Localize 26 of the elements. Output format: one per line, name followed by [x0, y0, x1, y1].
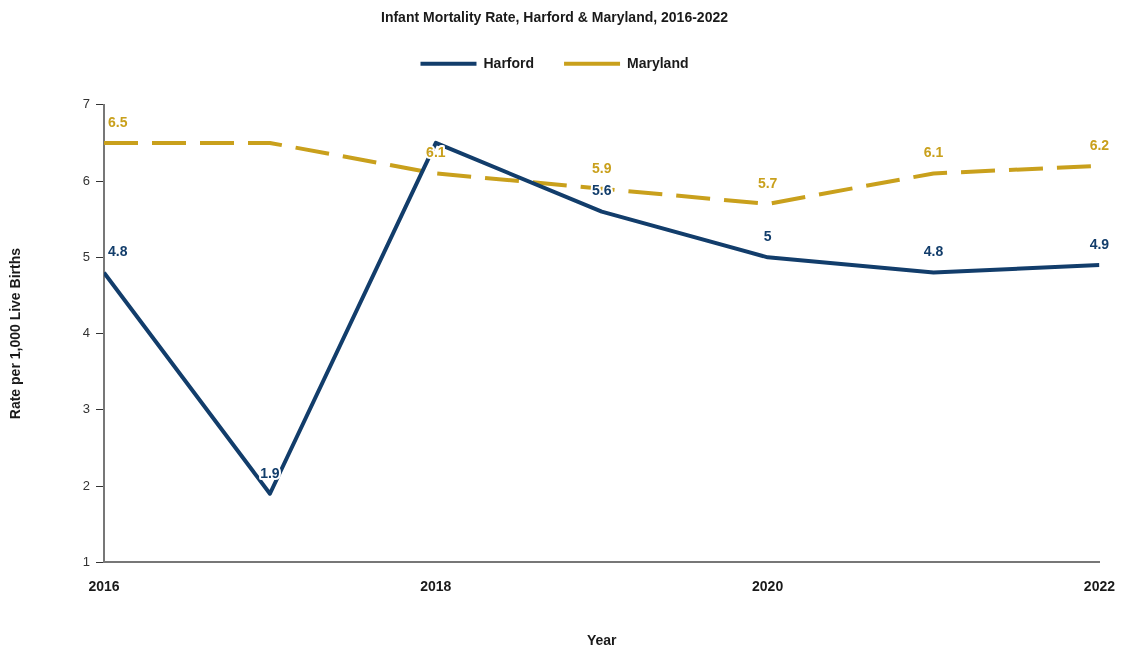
y-tick-label: 6 — [82, 172, 91, 188]
y-tick-label: 2 — [82, 477, 91, 493]
y-axis-title: Rate per 1,000 Live Births — [7, 247, 24, 420]
data-label: 4.9 — [1089, 235, 1110, 252]
y-tick-label: 5 — [82, 248, 91, 264]
data-label: 6.1 — [923, 144, 944, 161]
data-label: 4.8 — [108, 243, 128, 260]
x-tick-label: 2018 — [420, 577, 452, 594]
y-tick-label: 1 — [82, 553, 91, 569]
x-tick-label: 2022 — [1083, 577, 1116, 594]
data-label: 5.7 — [757, 174, 778, 191]
data-label: 1.9 — [260, 464, 280, 481]
x-tick-label: 2020 — [752, 577, 784, 594]
y-tick-label: 7 — [82, 96, 91, 112]
x-axis-title: Year — [586, 632, 618, 649]
data-label: 5 — [763, 228, 772, 245]
data-label: 4.8 — [923, 243, 944, 260]
legend-label: Harford — [483, 54, 535, 71]
x-tick-label: 2016 — [88, 577, 120, 594]
data-label: 5.9 — [592, 159, 612, 176]
legend-label: Maryland — [627, 54, 689, 71]
chart-title: Infant Mortality Rate, Harford & Maryland, 2016-2022 — [381, 9, 729, 26]
data-label: 6.5 — [108, 113, 128, 130]
data-label: 6.2 — [1089, 136, 1110, 153]
y-tick-label: 4 — [82, 325, 91, 341]
y-tick-label: 3 — [82, 401, 91, 417]
